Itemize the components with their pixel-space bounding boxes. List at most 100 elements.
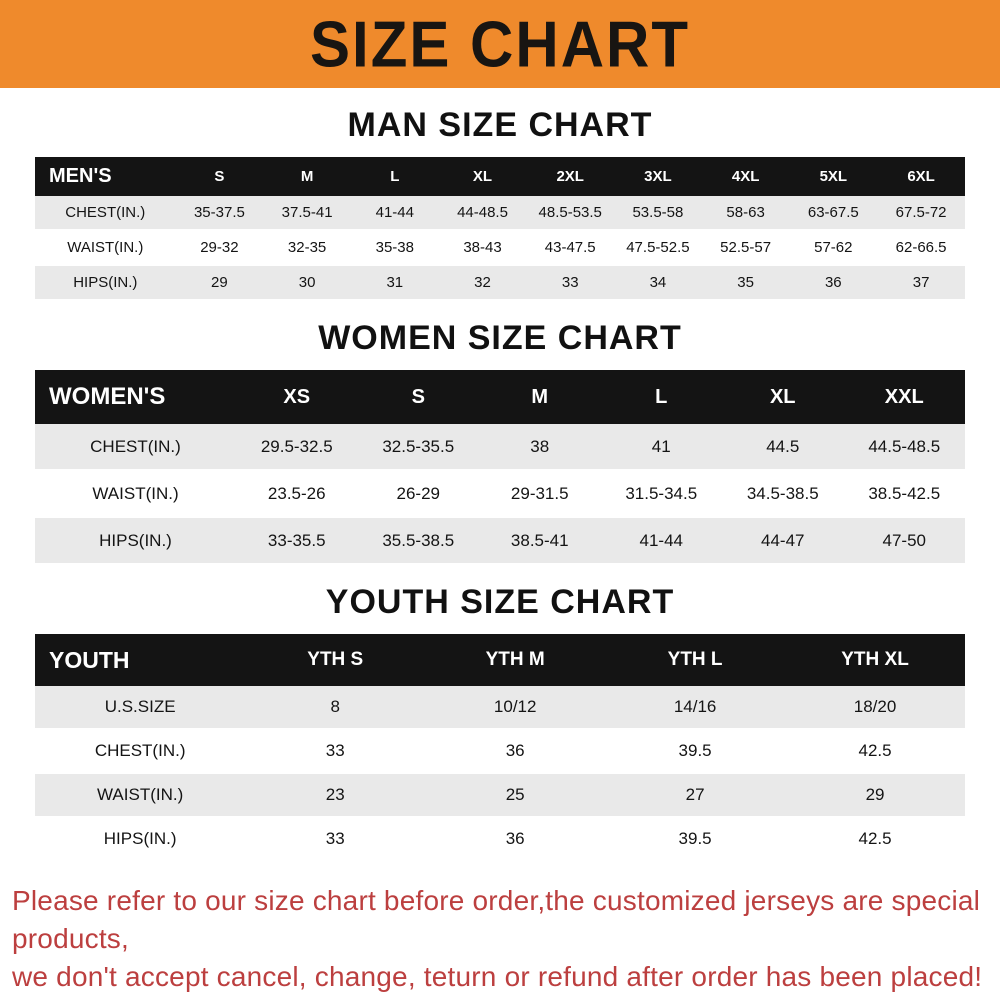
size-value-cell: 8	[330, 697, 340, 716]
size-value-cell: 32	[474, 274, 491, 291]
size-column-header: L	[350, 157, 439, 196]
table-row: HIPS(IN.) 33 36 39.5 42.5	[35, 817, 965, 861]
size-value-cell: 31.5-34.5	[625, 483, 698, 503]
table-row: WAIST(IN.) 29-32 32-35 35-38 38-43 43-47.5 47.…	[35, 230, 965, 265]
row-label-cell: CHEST(IN.)	[94, 741, 186, 760]
size-value-cell: 29-32	[200, 239, 239, 256]
size-value-cell: 33-35.5	[267, 530, 326, 550]
youth-size-table: YOUTH YTH S YTH M YTH L YTH XL U.S.SIZE 8 10/12…	[35, 634, 965, 862]
row-label-cell: CHEST(IN.)	[90, 436, 181, 456]
banner-title: SIZE CHART	[310, 7, 690, 81]
size-value-cell: 44.5-48.5	[868, 436, 941, 456]
table-row: WAIST(IN.) 23 25 27 29	[35, 773, 965, 817]
size-value-cell: 14/16	[673, 697, 717, 716]
size-column-header: M	[263, 157, 351, 196]
footer-note: Please refer to our size chart before or…	[0, 882, 1000, 995]
size-value-cell: 36	[505, 741, 525, 760]
size-value-cell: 39.5	[678, 829, 712, 848]
size-value-cell: 29	[211, 274, 228, 291]
size-column-header: 6XL	[877, 157, 965, 196]
size-value-cell: 47.5-52.5	[626, 239, 690, 256]
table-row: CHEST(IN.) 29.5-32.5 32.5-35.5 38 41 44.5 44.5…	[35, 424, 965, 470]
size-column-header: XL	[438, 157, 527, 196]
size-value-cell: 38.5-42.5	[868, 483, 941, 503]
size-value-cell: 63-67.5	[807, 204, 859, 221]
man-size-heading: MAN SIZE CHART	[347, 106, 653, 144]
size-column-header: YTH M	[425, 634, 606, 686]
size-value-cell: 52.5-57	[720, 239, 772, 256]
size-value-cell: 23	[325, 785, 345, 804]
size-value-cell: 29-31.5	[510, 483, 569, 503]
table-group-label: YOUTH	[35, 634, 246, 686]
size-value-cell: 31	[386, 274, 404, 291]
size-column-header: 2XL	[526, 157, 615, 196]
size-column-header: M	[479, 370, 601, 424]
row-label-cell: WAIST(IN.)	[92, 483, 179, 503]
size-column-header: S	[175, 157, 264, 196]
size-column-header: YTH L	[605, 634, 786, 686]
size-value-cell: 35-38	[375, 239, 414, 256]
size-value-cell: 41-44	[639, 530, 683, 550]
size-value-cell: 10/12	[493, 697, 537, 716]
size-value-cell: 62-66.5	[895, 239, 947, 256]
size-value-cell: 33	[325, 829, 345, 848]
size-value-cell: 53.5-58	[632, 204, 684, 221]
size-column-header: S	[357, 370, 479, 424]
size-value-cell: 35	[737, 274, 754, 291]
table-row: U.S.SIZE 8 10/12 14/16 18/20	[35, 686, 965, 729]
size-value-cell: 36	[824, 274, 842, 291]
size-value-cell: 44.5	[766, 436, 800, 456]
size-value-cell: 47-50	[882, 530, 926, 550]
size-value-cell: 57-62	[814, 239, 853, 256]
size-value-cell: 37.5-41	[281, 204, 333, 221]
size-value-cell: 39.5	[678, 741, 712, 760]
size-value-cell: 29	[865, 785, 885, 804]
row-label-cell: HIPS(IN.)	[73, 274, 138, 291]
size-value-cell: 33	[325, 741, 345, 760]
row-label-cell: U.S.SIZE	[104, 697, 176, 716]
women-size-table: WOMEN'S XS S M L XL XXL CHEST(IN.) 29.5-32.5 32.5…	[35, 370, 965, 565]
size-value-cell: 42.5	[858, 829, 892, 848]
size-value-cell: 37	[912, 274, 930, 291]
size-value-cell: 58-63	[726, 204, 765, 221]
table-header-row: WOMEN'S XS S M L XL XXL	[35, 370, 965, 424]
table-group-label: WOMEN'S	[35, 370, 236, 424]
size-value-cell: 34.5-38.5	[746, 483, 819, 503]
size-value-cell: 27	[685, 785, 705, 804]
size-value-cell: 43-47.5	[544, 239, 596, 256]
youth-size-heading: YOUTH SIZE CHART	[325, 583, 675, 621]
size-value-cell: 38	[530, 436, 550, 456]
size-value-cell: 36	[505, 829, 525, 848]
size-column-header: 5XL	[789, 157, 878, 196]
size-chart-banner: SIZE CHART	[0, 0, 1000, 88]
size-column-header: 4XL	[701, 157, 790, 196]
row-label-cell: CHEST(IN.)	[65, 204, 146, 221]
size-value-cell: 41	[651, 436, 671, 456]
size-value-cell: 38-43	[463, 239, 502, 256]
size-column-header: 3XL	[614, 157, 702, 196]
footer-line-2: we don't accept cancel, change, teturn o…	[12, 960, 983, 992]
size-value-cell: 41-44	[375, 204, 414, 221]
table-row: HIPS(IN.) 33-35.5 35.5-38.5 38.5-41 41-44 44-…	[35, 517, 965, 564]
table-row: CHEST(IN.) 33 36 39.5 42.5	[35, 729, 965, 773]
size-column-header: XS	[236, 370, 358, 424]
size-value-cell: 34	[649, 274, 667, 291]
size-value-cell: 42.5	[858, 741, 892, 760]
size-value-cell: 18/20	[853, 697, 897, 716]
footer-line-1: Please refer to our size chart before or…	[12, 885, 981, 954]
table-header-row: YOUTH YTH S YTH M YTH L YTH XL	[35, 634, 965, 686]
row-label-cell: WAIST(IN.)	[97, 785, 184, 804]
row-label-cell: HIPS(IN.)	[103, 829, 177, 848]
table-header-row: MEN'S S M L XL 2XL 3XL 4XL 5XL 6XL	[35, 157, 965, 196]
size-value-cell: 48.5-53.5	[538, 204, 602, 221]
size-value-cell: 26-29	[396, 483, 440, 503]
size-value-cell: 23.5-26	[267, 483, 326, 503]
size-column-header: L	[600, 370, 722, 424]
size-column-header: YTH S	[245, 634, 426, 686]
table-group-label: MEN'S	[35, 157, 176, 196]
row-label-cell: HIPS(IN.)	[99, 530, 172, 550]
size-value-cell: 33	[561, 274, 579, 291]
table-row: HIPS(IN.) 29 30 31 32 33 34 35 36 37	[35, 265, 965, 300]
size-value-cell: 38.5-41	[510, 530, 569, 550]
size-value-cell: 44-48.5	[457, 204, 508, 221]
